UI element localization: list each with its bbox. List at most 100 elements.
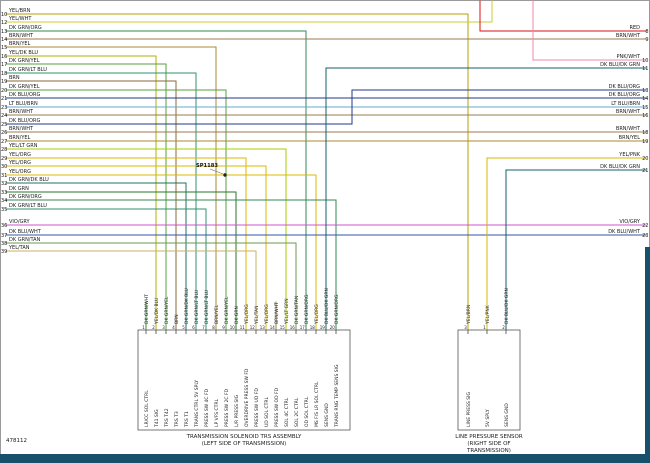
left-pin-number: 35 — [1, 207, 7, 213]
solenoid-assembly-pin-function-label: PRESS SW 4C FD — [204, 388, 210, 427]
left-pin-number: 14 — [1, 37, 7, 43]
solenoid-assembly-pin-wire-color-label: YEL/ORG — [244, 304, 250, 325]
left-wire-label: BRN/WHT — [9, 126, 34, 132]
right-pin-number: 23 — [642, 233, 648, 239]
right-edge-strip — [645, 247, 650, 463]
left-wire-label: YEL/ORG — [8, 160, 31, 166]
left-wire-label: YEL/ORG — [8, 169, 31, 175]
splice-leader-line — [209, 168, 224, 175]
left-pin-number: 39 — [1, 249, 7, 255]
solenoid-assembly-pin-function-label: OD SOL CTRL — [304, 396, 310, 427]
solenoid-assembly-pin-number: 7 — [202, 325, 205, 330]
right-pin-number: 11 — [642, 66, 648, 72]
solenoid-assembly-pin-function-label: TRS T42 — [164, 408, 170, 428]
left-pin-number: 28 — [1, 147, 7, 153]
left-wire-label: DK GRN/LT BLU — [9, 67, 47, 73]
solenoid-assembly-pin-wire-color-label: YEL/ORG — [314, 304, 320, 325]
solenoid-assembly-pin-wire-color-label: DK BLU/DK GRN — [324, 288, 330, 324]
line-pressure-sensor-pin-wire-color-label: YEL/PNK — [485, 304, 491, 325]
solenoid-assembly-pin-wire-color-label: DK GRN/ORG — [304, 294, 310, 324]
solenoid-assembly-pin-wire-color-label: YEL/DK BLU — [154, 298, 160, 325]
solenoid-assembly-pin-function-label: SENS GND — [324, 403, 330, 427]
right-wire-label: DK BLU/WHT — [608, 229, 641, 235]
left-pin-number: 20 — [1, 88, 7, 94]
right-wire-label: DK BLU/ORG — [609, 84, 640, 90]
wire-dk-blu-dk-grn — [325, 67, 647, 331]
drawing-number: 478112 — [6, 438, 27, 444]
line-pressure-sensor-title: LINE PRESSURE SENSOR — [455, 434, 523, 440]
left-pin-number: 38 — [1, 241, 7, 247]
solenoid-assembly-pin-number: 11 — [240, 325, 246, 330]
left-pin-number: 26 — [1, 130, 7, 136]
right-pin-number: 15 — [642, 105, 648, 111]
solenoid-assembly-pin-function-label: PRESS SW OD FD — [274, 387, 280, 427]
solenoid-assembly-pin-function-label: L/R PRESS SIG — [234, 394, 240, 427]
right-pin-number: 14 — [642, 96, 648, 102]
wire-dk-grn-lt-blu — [5, 208, 207, 331]
left-wire-label: BRN/WHT — [9, 33, 34, 39]
right-pin-number: 9 — [645, 37, 648, 43]
right-wire-label: RED — [630, 25, 641, 31]
solenoid-assembly-caption: TRANSMISSION SOLENOID TRS ASSEMBLY (LEFT… — [138, 434, 350, 448]
left-pin-number: 15 — [1, 45, 7, 51]
right-wire-label: BRN/YEL — [619, 135, 641, 141]
solenoid-assembly-pin-wire-color-label: BRN/YEL — [214, 304, 220, 324]
left-wire-label: BRN/WHT — [9, 109, 34, 115]
line-pressure-sensor-subtitle: (RIGHT SIDE OF TRANSMISSION) — [467, 440, 511, 454]
solenoid-assembly-pin-number: 16 — [290, 325, 296, 330]
left-wire-label: LT BLU/BRN — [9, 101, 38, 107]
solenoid-assembly-pin-number: 5 — [182, 325, 185, 330]
left-wire-label: DK GRN/YEL — [9, 58, 40, 64]
solenoid-assembly-pin-wire-color-label: DK GRN/WHT — [144, 294, 150, 324]
solenoid-assembly-pin-function-label: SOL 2C CTRL — [294, 397, 300, 427]
solenoid-assembly-pin-wire-color-label: DK GRN/TAN — [294, 296, 300, 324]
solenoid-assembly-pin-wire-color-label: DK GRN/LT BLU — [194, 290, 200, 324]
right-pin-number: 16 — [642, 113, 648, 119]
line-pressure-sensor-pin-wire-color-label: YEL/BRN — [466, 305, 472, 325]
right-pin-number: 8 — [645, 29, 648, 35]
solenoid-assembly-pin-number: 19 — [320, 325, 326, 330]
solenoid-assembly-pin-wire-color-label: BRN/WHT — [274, 302, 280, 324]
wire-yel-dk-blu — [5, 55, 157, 331]
wire-dk-grn-org — [5, 30, 307, 331]
left-pin-number: 32 — [1, 181, 7, 187]
wire-brn — [5, 80, 177, 331]
left-wire-label: BRN/YEL — [9, 41, 31, 47]
left-wire-label: YEL/TAN — [8, 245, 30, 251]
solenoid-assembly-pin-function-label: TRS T3 — [174, 411, 180, 428]
left-wire-label: BRN/YEL — [9, 135, 31, 141]
right-wire-label: YEL/PNK — [618, 152, 640, 158]
wire-yel-org — [5, 174, 317, 331]
left-pin-number: 30 — [1, 164, 7, 170]
solenoid-assembly-pin-function-label: OVERDRIVE PRESS SW FD — [244, 368, 250, 427]
left-wire-label: YEL/BRN — [8, 8, 31, 14]
wire-dk-blu-org — [5, 89, 647, 125]
left-wire-label: YEL/LT GRN — [8, 143, 38, 149]
solenoid-assembly-pin-number: 17 — [300, 325, 306, 330]
left-wire-label: DK GRN/DK BLU — [9, 177, 49, 183]
left-wire-label: YEL/DK BLU — [8, 50, 38, 56]
right-pin-number: 20 — [642, 156, 648, 162]
wire-pnk-wht — [532, 0, 647, 61]
wire-brn-yel — [5, 46, 217, 331]
solenoid-assembly-pin-number: 9 — [222, 325, 225, 330]
left-pin-number: 18 — [1, 71, 7, 77]
line-pressure-sensor-pin-function-label: SENS GND — [504, 403, 510, 427]
solenoid-assembly-pin-function-label: TRANS CTRL 5V SPLY — [194, 380, 200, 428]
wire-yel-org — [5, 165, 267, 331]
solenoid-assembly-pin-wire-color-label: YEL/TAN — [254, 306, 260, 325]
wire-dk-grn-lt-blu — [5, 72, 197, 331]
left-wire-label: YEL/ORG — [8, 152, 31, 158]
solenoid-assembly-pin-number: 2 — [152, 325, 155, 330]
solenoid-assembly-pin-function-label: LP VFS CTRL — [214, 398, 220, 427]
solenoid-assembly-title: TRANSMISSION SOLENOID TRS ASSEMBLY — [186, 434, 302, 440]
solenoid-assembly-pin-number: 15 — [280, 325, 286, 330]
solenoid-assembly-pin-function-label: PRESS SW UD FD — [254, 388, 260, 427]
wire-dk-grn-yel — [5, 63, 167, 331]
left-pin-number: 34 — [1, 198, 7, 204]
right-pin-number: 18 — [642, 130, 648, 136]
solenoid-assembly-pin-wire-color-label: BRN — [174, 314, 180, 324]
wire-dk-grn — [5, 191, 237, 331]
solenoid-assembly-box — [137, 329, 351, 431]
